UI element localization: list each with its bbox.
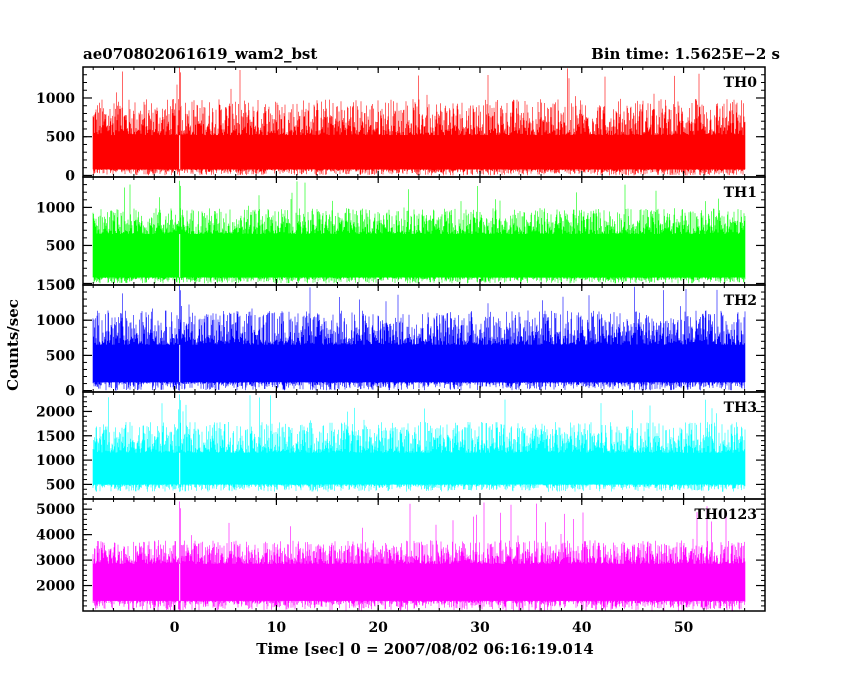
panel-label-th2: TH2 <box>724 293 757 309</box>
x-tick-label: 30 <box>470 620 490 636</box>
chart-title: ae070802061619_wam2_bst <box>83 45 317 63</box>
bin-time-label: Bin time: 1.5625E−2 s <box>591 45 780 63</box>
y-tick-label: 500 <box>46 348 75 364</box>
panel-label-th1: TH1 <box>724 185 757 201</box>
series-trace-th2 <box>92 285 746 391</box>
x-axis: 0 10 20 30 40 50 <box>170 620 694 636</box>
panel-th2: 0 500 1000 1500 TH2 <box>36 278 766 400</box>
panel-th0123: 2000 3000 4000 5000 TH0123 <box>36 498 766 612</box>
x-axis-label: Time [sec] 0 = 2007/08/02 06:16:19.014 <box>256 640 593 658</box>
x-tick-label: 10 <box>267 620 287 636</box>
y-tick-label: 500 <box>46 238 75 254</box>
y-tick-label: 500 <box>46 130 75 146</box>
panel-label-th0123: TH0123 <box>694 507 757 523</box>
y-tick-label: 1500 <box>36 278 75 294</box>
y-tick-label: 1000 <box>36 313 75 329</box>
panel-th0: 0 500 1000 TH0 <box>36 66 766 184</box>
series-trace-th3 <box>92 394 746 492</box>
y-tick-label: 2000 <box>36 579 75 595</box>
y-axis-label: Counts/sec <box>4 299 22 391</box>
y-tick-label: 4000 <box>36 528 75 544</box>
panel-label-th3: TH3 <box>724 400 757 416</box>
y-tick-label: 0 <box>65 168 75 184</box>
y-tick-label: 3000 <box>36 553 75 569</box>
panel-th3: 500 1000 1500 2000 TH3 <box>36 391 766 500</box>
y-tick-label: 0 <box>65 384 75 400</box>
y-tick-label: 2000 <box>36 404 75 420</box>
series-trace-th0123 <box>92 501 746 611</box>
panel-label-th0: TH0 <box>724 75 758 91</box>
y-tick-label: 0 <box>65 276 75 292</box>
panels: 0 500 1000 TH0 0 500 1000 TH1 0 500 1000 1500 TH2 500… <box>36 66 766 612</box>
y-tick-label: 500 <box>46 477 75 493</box>
series-trace-th1 <box>92 180 746 284</box>
x-tick-label: 0 <box>170 620 180 636</box>
y-tick-label: 1500 <box>36 429 75 445</box>
x-tick-label: 40 <box>572 620 592 636</box>
series-trace-th0 <box>92 67 746 176</box>
y-tick-label: 1000 <box>36 91 75 107</box>
x-tick-label: 20 <box>368 620 388 636</box>
y-tick-label: 1000 <box>36 453 75 469</box>
x-tick-label: 50 <box>674 620 694 636</box>
y-tick-label: 1000 <box>36 200 75 216</box>
panel-th1: 0 500 1000 TH1 <box>36 176 766 292</box>
y-tick-label: 5000 <box>36 502 75 518</box>
